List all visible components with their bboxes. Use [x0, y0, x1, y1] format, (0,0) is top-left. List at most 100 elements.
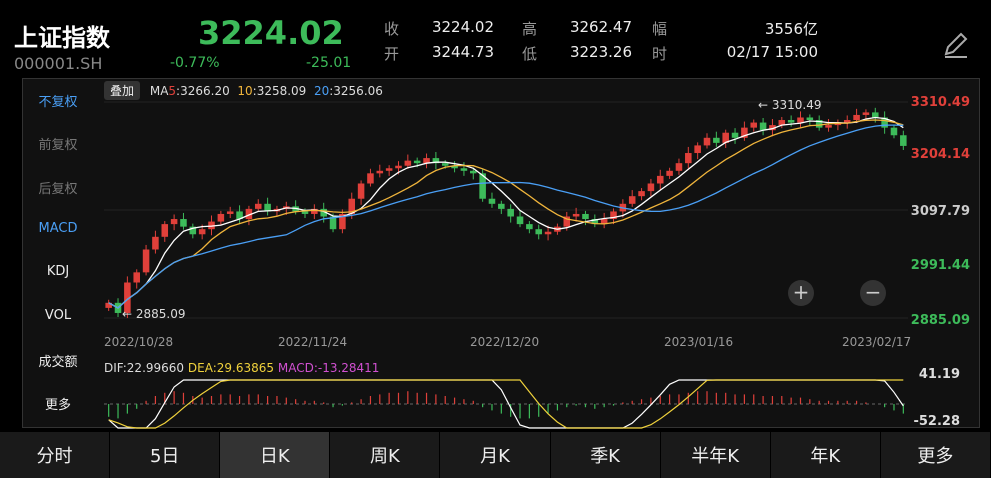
candle-body	[329, 216, 337, 230]
candle-body	[451, 165, 458, 169]
candle-body	[563, 216, 571, 227]
x-tick-5: 2023/02/17	[842, 335, 912, 349]
candle-body	[516, 216, 524, 225]
amplitude-value: 3556亿	[764, 20, 818, 38]
dea-value: DEA:29.63865	[187, 361, 275, 375]
ma10-label: 10	[237, 84, 253, 98]
ma-legend: 叠加 MA5:3266.20 10:3258.09 20:3256.06	[104, 81, 383, 101]
ma10-value: 3258.09	[256, 84, 307, 98]
open-value: 3244.73	[431, 43, 494, 61]
candle-body	[208, 221, 215, 230]
tab-more[interactable]: 更多	[880, 432, 991, 478]
index-code: 000001.SH	[14, 54, 103, 73]
candle-body	[610, 211, 617, 220]
candle-body	[544, 231, 552, 235]
candle-body	[254, 203, 262, 209]
ma5-label: MA5:	[149, 84, 181, 98]
candle-body	[685, 153, 692, 164]
tab-intraday[interactable]: 分时	[0, 432, 111, 478]
candle-body	[161, 224, 169, 237]
candle-body	[862, 112, 870, 115]
candle-body	[713, 137, 720, 143]
candle-body	[395, 165, 402, 169]
candle-body	[124, 282, 131, 313]
candle-body	[778, 120, 786, 126]
y-tick-2: 3204.14	[910, 147, 970, 162]
max-price-marker: ← 3310.49	[758, 98, 822, 112]
overlay-button[interactable]: 叠加	[104, 81, 141, 100]
candle-body	[694, 145, 701, 154]
candle-body	[357, 183, 365, 199]
candle-body	[703, 137, 711, 146]
ma5-line	[108, 116, 904, 309]
candle-body	[264, 203, 271, 212]
candle-body	[320, 208, 327, 217]
period-tabs: 分时 5日 日K 周K 月K 季K 半年K 年K 更多	[0, 432, 991, 478]
candle-body	[591, 219, 599, 225]
side-item-forward-adjust[interactable]: 前复权	[38, 138, 78, 153]
macd-value: MACD:-13.28411	[277, 361, 380, 375]
close-label: 收	[384, 20, 400, 38]
candle-body	[180, 219, 187, 227]
candle-body	[843, 120, 851, 123]
amplitude-label: 幅	[652, 20, 668, 38]
candle-body	[376, 170, 384, 174]
tab-monthly[interactable]: 月K	[440, 432, 551, 478]
candle-body	[900, 135, 907, 146]
candle-body	[226, 211, 234, 214]
candle-body	[423, 158, 430, 164]
candle-body	[825, 125, 832, 128]
candle-body	[675, 163, 683, 171]
candle-body	[152, 236, 159, 250]
x-tick-1: 2022/10/28	[104, 335, 174, 349]
candle-body	[311, 208, 318, 214]
tab-half-year[interactable]: 半年K	[660, 432, 771, 478]
x-tick-2: 2022/11/24	[278, 335, 348, 349]
ma5-value: 3266.20	[180, 84, 230, 98]
ma20-label: 20	[313, 84, 330, 98]
ma20-value: 3256.06	[333, 84, 383, 98]
tab-5day[interactable]: 5日	[110, 432, 221, 478]
side-item-macd[interactable]: MACD	[38, 221, 78, 236]
tab-daily[interactable]: 日K	[220, 432, 331, 478]
zoom-out-button[interactable]: −	[860, 280, 886, 306]
candle-body	[488, 198, 496, 204]
side-item-vol[interactable]: VOL	[44, 308, 72, 323]
candle-body	[189, 226, 197, 235]
candle-body	[236, 211, 243, 220]
candle-body	[432, 158, 440, 164]
tab-quarterly[interactable]: 季K	[550, 432, 661, 478]
candle-body	[170, 219, 178, 225]
candle-body	[348, 198, 356, 214]
candle-body	[479, 173, 486, 199]
zoom-in-button[interactable]: +	[788, 280, 814, 306]
candle-body	[656, 175, 664, 184]
high-value: 3262.47	[569, 18, 632, 36]
tab-yearly[interactable]: 年K	[770, 432, 881, 478]
close-value: 3224.02	[431, 18, 494, 36]
candle-body	[890, 127, 898, 136]
candle-body	[367, 173, 374, 184]
candle-body	[638, 191, 645, 197]
candle-body	[105, 302, 112, 308]
x-tick-3: 2022/12/20	[470, 335, 540, 349]
edit-icon[interactable]	[940, 28, 972, 60]
candle-body	[582, 213, 589, 220]
candle-body	[142, 249, 150, 273]
side-item-backward-adjust[interactable]: 后复权	[38, 182, 78, 197]
candle-body	[787, 120, 795, 123]
time-value: 02/17 15:00	[726, 43, 818, 61]
candle-body	[806, 117, 814, 121]
low-label: 低	[522, 45, 538, 63]
side-item-no-adjust[interactable]: 不复权	[38, 95, 78, 110]
side-item-more[interactable]: 更多	[44, 398, 71, 413]
macd-legend: DIF:22.99660 DEA:29.63865 MACD:-13.28411	[104, 361, 379, 375]
candle-body	[217, 213, 225, 222]
candle-body	[339, 213, 346, 230]
side-item-kdj[interactable]: KDJ	[46, 264, 70, 279]
chart-panel	[22, 78, 980, 428]
tab-weekly[interactable]: 周K	[330, 432, 441, 478]
side-item-turnover[interactable]: 成交额	[38, 355, 78, 370]
ma20-line	[108, 124, 904, 309]
